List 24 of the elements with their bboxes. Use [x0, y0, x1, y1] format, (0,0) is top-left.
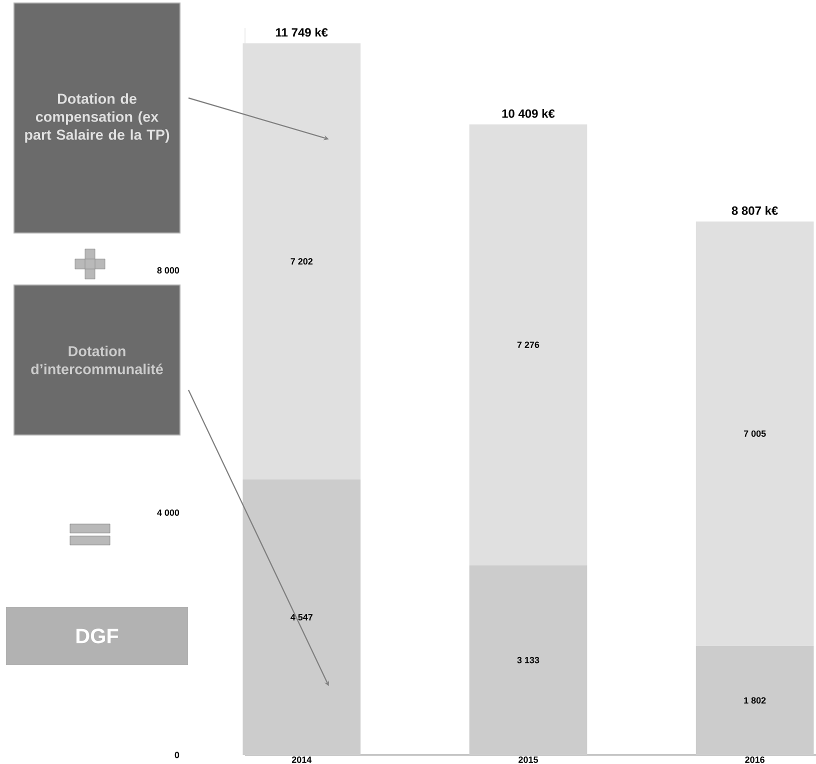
bar — [242, 480, 361, 755]
bar — [696, 646, 814, 755]
text: Dotation d’intercommunalité — [31, 346, 163, 374]
text: DGF — [76, 628, 118, 644]
bar — [469, 565, 588, 755]
text: Dotation de compensation (ex part Salaire de la TP) — [25, 93, 170, 143]
data-label: 3 133 — [517, 656, 540, 664]
data-label: 1 802 — [744, 697, 766, 704]
bar — [469, 124, 588, 566]
total-label: 10 409 k€ — [502, 109, 555, 118]
data-label: 4 547 — [290, 614, 313, 620]
bar — [696, 221, 814, 646]
x-tick-label: 2015 — [518, 756, 538, 763]
data-label: 7 276 — [517, 342, 540, 348]
data-label: 7 202 — [290, 258, 313, 265]
y-tick-label: 4 000 — [157, 509, 180, 516]
data-label: 7 005 — [744, 430, 766, 437]
y-tick-label: 8 000 — [157, 267, 180, 274]
x-tick-label: 2016 — [745, 756, 764, 763]
total-label: 8 807 k€ — [732, 206, 778, 215]
bar — [242, 43, 361, 480]
total-label: 11 749 k€ — [276, 28, 328, 37]
x-tick-label: 2014 — [292, 756, 312, 763]
y-tick-label: 0 — [174, 752, 180, 758]
